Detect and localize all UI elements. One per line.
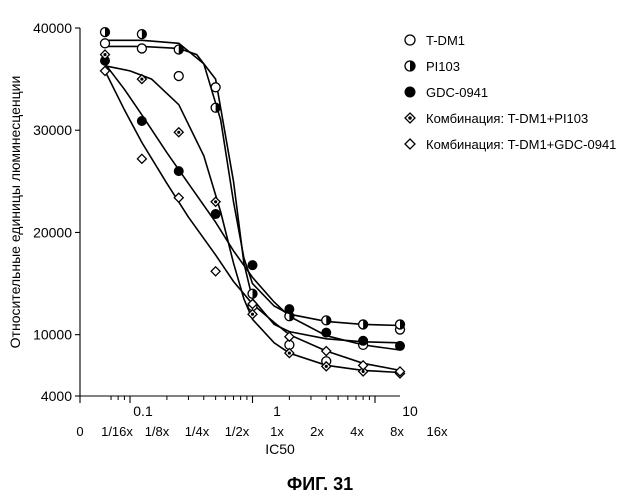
y-axis-label: Относительные единицы люминесценции (7, 76, 23, 349)
figure-caption: ФИГ. 31 (287, 474, 353, 494)
x-tick-label: 1/4x (185, 424, 210, 439)
legend-label: PI103 (426, 59, 460, 74)
x-tick-label: 1x (270, 424, 284, 439)
legend-label: Комбинация: T-DM1+PI103 (426, 111, 588, 126)
legend-label: GDC-0941 (426, 85, 488, 100)
x-decade-label: 1 (273, 403, 281, 419)
x-tick-label: 0 (76, 424, 83, 439)
dose-response-chart: 4000 10000 20000 30000 40000 Относительные ед… (0, 0, 641, 500)
legend-item-combo1: Комбинация: T-DM1+PI103 (405, 111, 588, 126)
x-decade-label: 10 (402, 403, 418, 419)
legend-label: Комбинация: T-DM1+GDC-0941 (426, 137, 616, 152)
y-tick-label: 4000 (41, 388, 72, 404)
x-tick-label: 8x (390, 424, 404, 439)
x-axis-label: IC50 (265, 441, 295, 457)
legend-item-combo2: Комбинация: T-DM1+GDC-0941 (405, 137, 616, 152)
x-tick-label: 1/8x (145, 424, 170, 439)
y-tick-label: 40000 (33, 20, 72, 36)
x-decade-label: 0.1 (133, 403, 153, 419)
y-tick-label: 20000 (33, 224, 72, 240)
y-tick-label: 30000 (33, 122, 72, 138)
x-tick-label: 16x (427, 424, 448, 439)
x-tick-label: 1/2x (225, 424, 250, 439)
x-tick-label: 2x (310, 424, 324, 439)
x-tick-label: 1/16x (101, 424, 133, 439)
y-tick-label: 10000 (33, 327, 72, 343)
x-tick-label: 4x (350, 424, 364, 439)
legend-label: T-DM1 (426, 33, 465, 48)
